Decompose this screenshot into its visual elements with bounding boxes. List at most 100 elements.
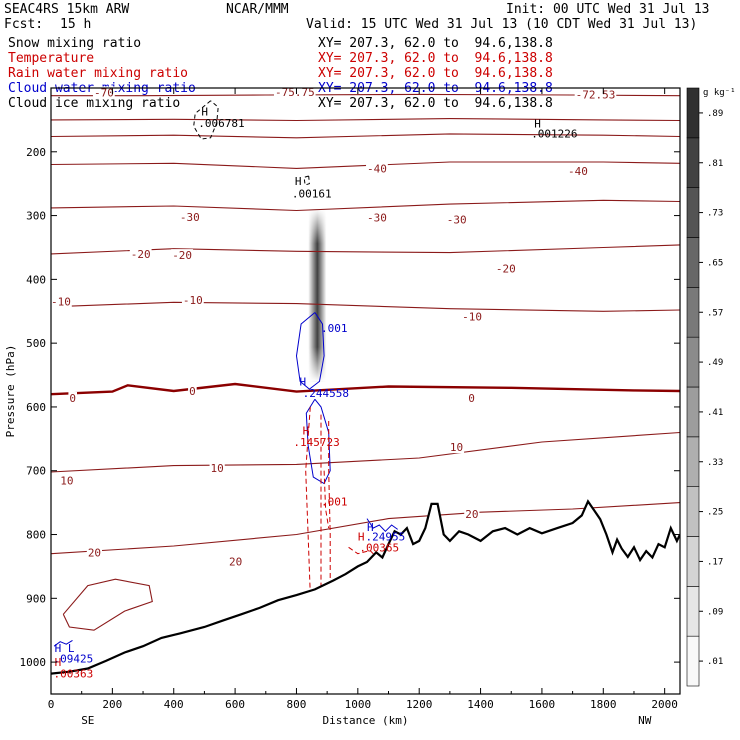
contour-label: H	[358, 530, 365, 543]
contour-label: 10	[211, 462, 224, 475]
model-name: SEAC4RS 15km ARW	[4, 2, 130, 17]
contour-label-bg	[209, 462, 225, 475]
colorbar-label: .41	[707, 408, 723, 418]
contour-label: .244558	[303, 387, 349, 400]
x-tick-label: 1800	[590, 698, 617, 711]
colorbar-label: .73	[707, 209, 723, 219]
y-tick-label: 800	[26, 529, 46, 542]
contour-label: H	[534, 118, 541, 131]
contour-label: H	[367, 521, 374, 534]
contour-label-bg	[273, 85, 316, 98]
colorbar-label: .09	[707, 607, 723, 617]
colorbar-label: .65	[707, 258, 723, 268]
terrain-mask	[51, 501, 680, 694]
terrain-line	[51, 499, 680, 675]
contour-label-bg	[50, 295, 72, 308]
y-tick-label: 300	[26, 210, 46, 223]
x-end-label-left: SE	[81, 714, 94, 727]
init-time: Init: 00 UTC Wed 31 Jul 13	[506, 2, 710, 17]
contour-label-bg	[188, 385, 197, 397]
x-tick-label: 0	[48, 698, 55, 711]
contour-label-bg	[467, 392, 476, 405]
y-tick-label: 900	[26, 592, 46, 605]
colorbar-label: .17	[707, 557, 723, 567]
xy-line-snow: XY= 207.3, 62.0 to 94.6,138.8	[318, 36, 553, 51]
contour-label-bg	[171, 249, 193, 262]
contour-label-bg	[86, 546, 103, 559]
field-label-temperature: Temperature	[8, 51, 95, 66]
contour-label: 20	[88, 546, 101, 559]
org-name: NCAR/MMM	[226, 2, 289, 17]
contour-label: -30	[367, 211, 387, 224]
contour-label: -30	[180, 211, 200, 224]
temperature-contour--30	[51, 199, 680, 212]
plot-frame	[50, 87, 681, 695]
temperature-contour--10	[51, 301, 680, 312]
contour-label: 0	[468, 392, 475, 405]
y-tick-label: 400	[26, 273, 46, 286]
temperature-contour-10	[51, 431, 680, 473]
temperature-contour--20	[51, 244, 680, 255]
field-label-rain: Rain water mixing ratio	[8, 66, 189, 81]
temperature-loop-0	[62, 578, 153, 631]
cloud-water-contour-2	[366, 518, 398, 533]
contour-label: -20	[496, 263, 516, 276]
colorbar-segment	[686, 486, 700, 537]
contour-label-bg	[366, 211, 388, 224]
colorbar-segment	[686, 436, 700, 487]
colorbar-label: .01	[707, 657, 723, 667]
contour-label-bg	[464, 508, 480, 521]
contour-label: .00161	[292, 187, 332, 200]
xy-line-cloud-ice: XY= 207.3, 62.0 to 94.6,138.8	[318, 96, 553, 111]
colorbar-label: .25	[707, 508, 723, 518]
contour-label: .00365	[359, 541, 399, 554]
temperature-contour--50	[51, 133, 680, 139]
contour-label: .09425	[53, 652, 93, 665]
colorbar-segment	[686, 237, 700, 288]
contour-label: .145723	[293, 436, 339, 449]
colorbar-segment	[686, 635, 700, 687]
contour-label: H	[201, 106, 208, 119]
rain-contour-2	[328, 421, 331, 592]
xy-line-temperature: XY= 207.3, 62.0 to 94.6,138.8	[318, 51, 553, 66]
colorbar-segment	[686, 586, 700, 637]
x-tick-label: 800	[287, 698, 307, 711]
x-tick-label: 1400	[467, 698, 494, 711]
contour-label: 0	[69, 392, 76, 405]
colorbar-label: .81	[707, 159, 723, 169]
snow-contour-1	[303, 175, 310, 186]
contour-label: -40	[568, 165, 588, 178]
colorbar-segment	[686, 536, 700, 587]
contour-label: H L	[55, 642, 75, 655]
contour-label: -75.75	[275, 86, 315, 99]
snow-contour-0	[193, 100, 219, 140]
contour-label: -10	[51, 296, 71, 309]
cloud-water-contour-1	[305, 398, 331, 485]
contour-label-bg	[68, 392, 78, 405]
contour-label: H	[300, 375, 307, 388]
x-tick-label: 600	[225, 698, 245, 711]
rain-contour-4	[348, 546, 377, 558]
x-tick-label: 1200	[406, 698, 433, 711]
x-tick-label: 2000	[651, 698, 678, 711]
colorbar-segment	[686, 386, 700, 438]
contour-label-bg	[366, 162, 388, 175]
contour-label: -70	[94, 86, 114, 99]
contour-label: .006781	[198, 117, 244, 130]
rain-contour-3	[323, 470, 330, 529]
field-label-snow: Snow mixing ratio	[8, 36, 142, 51]
contour-label: .001	[321, 495, 348, 508]
contour-label-bg	[92, 86, 115, 99]
y-tick-label: 600	[26, 401, 46, 414]
field-label-cloud-ice: Cloud ice mixing ratio	[8, 96, 181, 111]
contour-label: 10	[450, 441, 463, 454]
contour-label: 0	[189, 385, 196, 398]
contour-label-bg	[574, 88, 617, 101]
y-tick-label: 200	[26, 146, 46, 159]
contour-label-bg	[178, 210, 201, 223]
contour-label-bg	[129, 247, 152, 260]
y-tick-label: 500	[26, 337, 46, 350]
x-tick-label: 1000	[345, 698, 372, 711]
